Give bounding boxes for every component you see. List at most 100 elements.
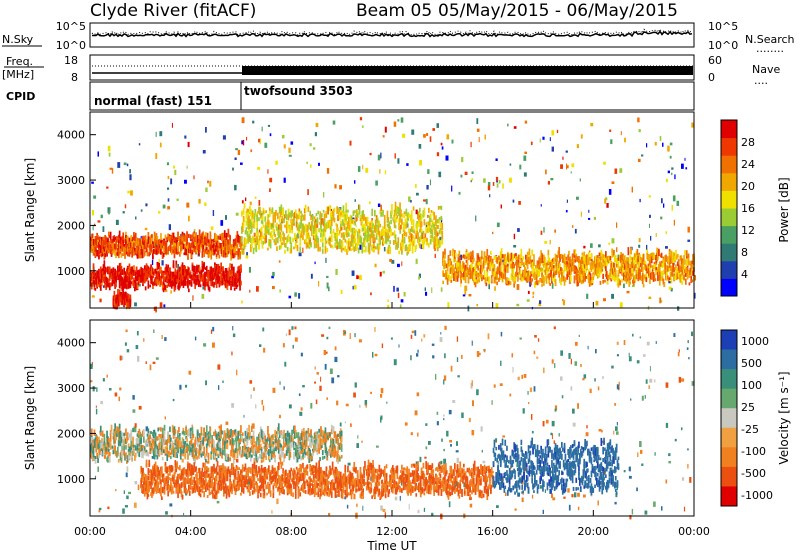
echo-cell (470, 275, 472, 279)
echo-cell (115, 276, 117, 283)
echo-cell (585, 275, 587, 279)
echo-cell (378, 235, 381, 243)
echo-cell (170, 277, 172, 282)
echo-cell (164, 337, 167, 341)
echo-cell (577, 403, 579, 409)
echo-cell (207, 270, 210, 276)
echo-cell (125, 275, 127, 279)
echo-cell (344, 496, 347, 500)
echo-cell (584, 256, 586, 264)
echo-cell (359, 117, 363, 121)
echo-cell (119, 274, 122, 280)
echo-cell (136, 237, 139, 245)
echo-cell (446, 430, 449, 437)
echo-cell (419, 213, 422, 220)
echo-cell (389, 226, 391, 232)
echo-cell (386, 217, 389, 223)
echo-cell (202, 240, 205, 245)
echo-cell (232, 249, 235, 254)
echo-cell (552, 497, 556, 501)
echo-cell (588, 282, 591, 287)
echo-cell (120, 279, 123, 286)
echo-cell (271, 207, 274, 214)
echo-cell (447, 302, 450, 308)
echo-cell (147, 266, 150, 275)
echo-cell (571, 261, 574, 266)
echo-cell (290, 242, 293, 249)
echo-cell (93, 280, 96, 287)
echo-cell (207, 180, 209, 184)
echo-cell (102, 277, 105, 282)
power-colorbar-swatches (721, 120, 737, 297)
echo-cell (125, 297, 127, 303)
echo-cell (222, 245, 224, 253)
echo-cell (660, 216, 663, 220)
echo-cell (380, 388, 384, 394)
echo-cell (326, 206, 329, 214)
echo-cell (134, 235, 136, 241)
echo-cell (618, 381, 620, 386)
echo-cell (441, 438, 443, 442)
echo-cell (209, 243, 212, 248)
echo-cell (691, 279, 693, 283)
echo-cell (206, 281, 209, 287)
echo-cell (176, 248, 178, 254)
echo-cell (131, 247, 133, 252)
echo-cell (339, 212, 341, 216)
echo-cell (208, 272, 211, 279)
echo-cell (577, 506, 580, 511)
echo-cell (203, 262, 205, 270)
echo-cell (124, 250, 126, 259)
echo-cell (234, 272, 237, 277)
echo-cell (584, 277, 586, 282)
echo-cell (685, 250, 688, 257)
echo-cell (433, 237, 435, 243)
echo-cell (365, 404, 367, 408)
echo-cell (271, 235, 274, 240)
echo-cell (208, 241, 211, 246)
echo-cell (362, 227, 364, 232)
echo-cell (410, 226, 413, 232)
echo-cell (231, 244, 233, 248)
echo-cell (202, 263, 205, 270)
echo-cell (598, 267, 601, 274)
echo-cell (462, 294, 466, 297)
echo-cell (583, 251, 586, 260)
echo-cell (534, 335, 537, 338)
echo-cell (556, 257, 559, 262)
echo-cell (178, 236, 180, 242)
echo-cell (582, 264, 585, 271)
colorbar-swatch (721, 120, 737, 139)
echo-cell (155, 249, 158, 255)
echo-cell (603, 161, 606, 165)
echo-cell (309, 210, 311, 217)
echo-cell (393, 359, 397, 366)
echo-cell (357, 228, 360, 233)
echo-cell (178, 273, 180, 282)
echo-cell (598, 262, 601, 267)
echo-cell (139, 268, 142, 275)
echo-cell (514, 280, 516, 284)
echo-cell (500, 331, 503, 337)
echo-cell (614, 269, 617, 278)
echo-cell (195, 266, 197, 273)
echo-cell (442, 257, 444, 262)
echo-cell (519, 337, 522, 340)
echo-cell (350, 215, 353, 221)
echo-cell (585, 258, 587, 264)
echo-cell (582, 256, 585, 261)
echo-cell (571, 163, 575, 168)
echo-cell (529, 281, 531, 287)
echo-cell (440, 142, 443, 146)
echo-cell (480, 426, 483, 432)
echo-cell (218, 255, 221, 259)
echo-cell (201, 247, 204, 252)
echo-cell (116, 297, 118, 304)
echo-cell (557, 263, 560, 271)
echo-cell (363, 232, 365, 236)
echo-cell (114, 236, 116, 241)
echo-cell (494, 272, 497, 281)
echo-cell (229, 235, 231, 241)
echo-cell (338, 212, 340, 220)
echo-cell (372, 223, 374, 230)
